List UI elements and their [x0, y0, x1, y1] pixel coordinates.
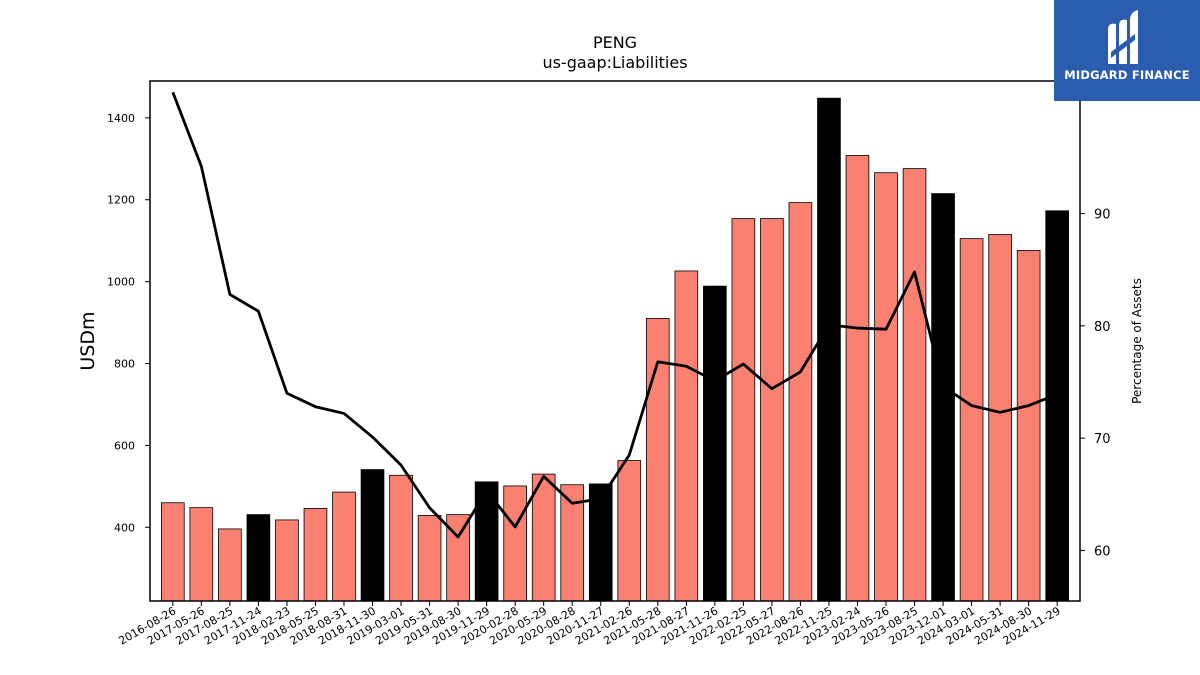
y-tick-label: 600 — [114, 439, 135, 452]
bar-2018-02-23 — [275, 519, 299, 602]
bar-2024-03-01 — [959, 238, 984, 602]
y2-tick-label: 80 — [1094, 320, 1111, 335]
y-axis-label: USDm — [77, 311, 99, 370]
bar-2017-08-25 — [218, 528, 242, 602]
bar-2021-02-26 — [617, 460, 642, 602]
percentage-line — [171, 91, 1058, 539]
bars-layer — [161, 97, 1069, 602]
bar-2024-11-29 — [1045, 210, 1069, 602]
chart-title: PENG — [593, 33, 637, 52]
brand-logo-icon — [1108, 10, 1138, 65]
y-tick-label: 400 — [114, 521, 135, 534]
bar-2022-02-25 — [731, 218, 756, 602]
bar-2016-08-26 — [161, 502, 185, 602]
line-layer — [171, 91, 1058, 539]
bar-2024-08-30 — [1016, 250, 1041, 602]
y2-axis-label: Percentage of Assets — [1130, 278, 1144, 404]
brand-logo: MIDGARD FINANCE — [1054, 0, 1200, 101]
bar-2022-11-25 — [817, 97, 841, 602]
bar-2024-05-31 — [988, 234, 1012, 602]
bar-2022-05-27 — [760, 218, 784, 602]
y-tick-label: 1400 — [107, 112, 135, 125]
y-tick-label: 800 — [114, 358, 135, 371]
bar-2023-02-24 — [845, 155, 870, 602]
y2-tick-label: 60 — [1094, 544, 1111, 559]
y2-tick-label: 90 — [1094, 208, 1111, 223]
bar-2018-08-31 — [332, 491, 356, 602]
bar-2022-08-26 — [788, 202, 813, 602]
bar-2021-08-27 — [674, 270, 699, 602]
bar-2023-05-26 — [874, 172, 898, 602]
bar-2017-05-26 — [189, 507, 214, 602]
plot-frame — [149, 80, 1081, 602]
bar-2017-11-24 — [246, 514, 271, 602]
bar-2018-05-25 — [303, 508, 328, 602]
bar-2019-05-31 — [417, 515, 442, 602]
bar-2019-03-01 — [389, 474, 413, 602]
chart-subtitle: us-gaap:Liabilities — [542, 53, 687, 72]
y2-tick-label: 70 — [1094, 432, 1111, 447]
bar-2023-08-25 — [902, 168, 927, 602]
bar-2023-12-01 — [931, 193, 955, 602]
bar-2021-11-26 — [703, 285, 727, 602]
y-tick-label: 1200 — [107, 194, 135, 207]
bar-2020-02-28 — [503, 485, 527, 602]
brand-logo-text: MIDGARD FINANCE — [1064, 68, 1190, 82]
bar-2018-11-30 — [360, 469, 385, 602]
y-tick-label: 1000 — [107, 276, 135, 289]
